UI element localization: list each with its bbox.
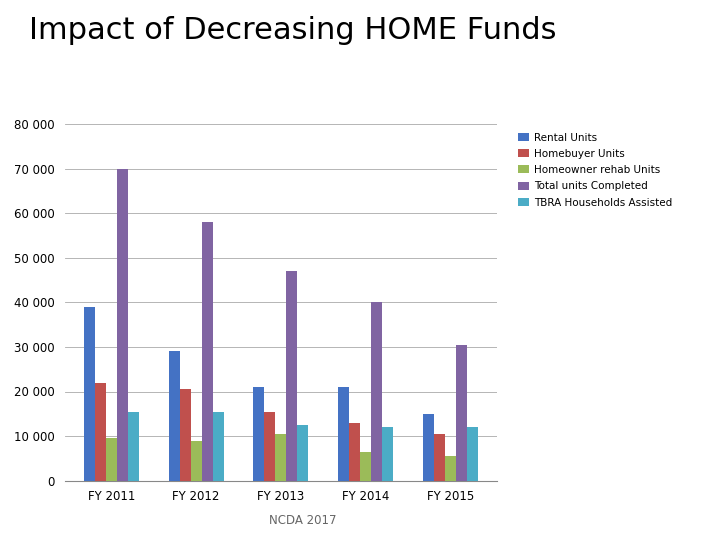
Bar [360,451,371,481]
Bar [456,345,467,481]
Bar [117,168,128,481]
Bar [467,427,478,481]
Text: Impact of Decreasing HOME Funds: Impact of Decreasing HOME Funds [29,16,557,45]
Bar [349,423,360,481]
Bar [191,441,202,481]
Bar [95,382,106,481]
Bar [297,425,308,481]
Bar [202,222,212,481]
Bar [371,302,382,481]
Bar [106,438,117,481]
Bar [338,387,349,481]
Bar [287,271,297,481]
Bar [423,414,433,481]
Bar [128,411,139,481]
Bar [168,352,179,481]
Bar [382,427,393,481]
Bar [179,389,191,481]
Bar [212,411,224,481]
Bar [253,387,264,481]
Bar [264,411,275,481]
Text: NCDA 2017: NCDA 2017 [269,514,336,526]
Bar [445,456,456,481]
Bar [275,434,287,481]
Legend: Rental Units, Homebuyer Units, Homeowner rehab Units, Total units Completed, TBR: Rental Units, Homebuyer Units, Homeowner… [515,130,675,211]
Bar [433,434,445,481]
Bar [84,307,95,481]
